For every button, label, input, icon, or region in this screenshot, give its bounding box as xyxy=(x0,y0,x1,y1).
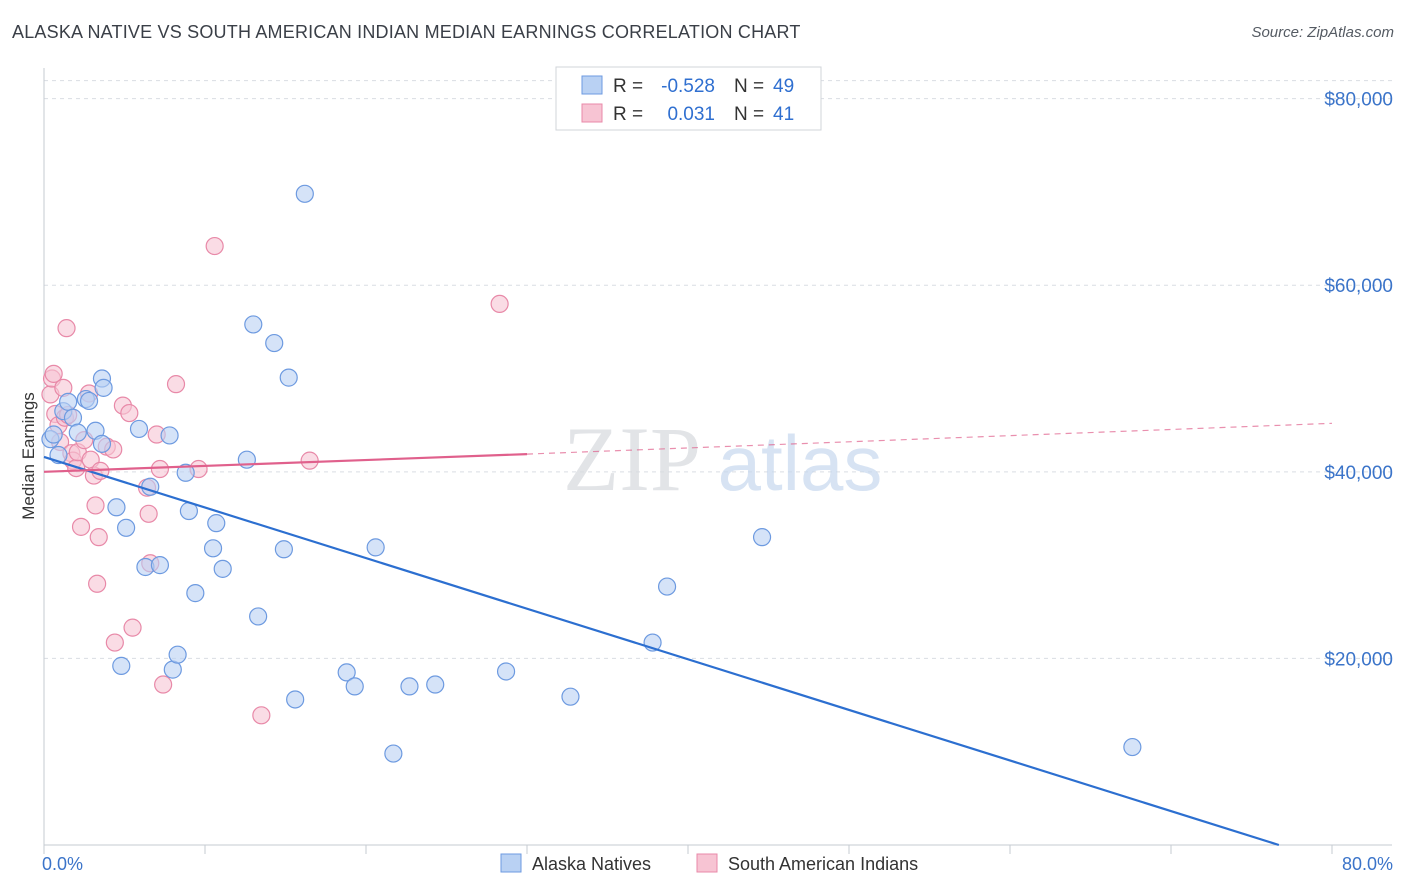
alaska-native-point-47 xyxy=(752,528,772,547)
south-american-indian-point-14 xyxy=(71,517,91,536)
series-alaska-natives-points xyxy=(41,184,1142,763)
alaska-native-point-6 xyxy=(68,423,87,442)
x-tick-label-max: 80.0% xyxy=(1342,854,1393,874)
south-american-indian-point-33 xyxy=(150,459,170,479)
series-south-american-indians-points xyxy=(41,236,509,725)
correlation-legend: R = -0.528 N = 49 R = 0.031 N = 41 xyxy=(555,66,822,131)
alaska-native-point-41 xyxy=(400,677,419,696)
alaska-native-point-37 xyxy=(337,663,356,682)
alaska-native-point-23 xyxy=(176,463,195,482)
alaska-native-point-42 xyxy=(426,675,445,694)
south-american-indian-point-19 xyxy=(86,496,105,515)
grid-lines xyxy=(44,80,1392,659)
alaska-native-point-12 xyxy=(94,378,113,397)
legend-r-label-1: R = xyxy=(613,76,643,97)
alaska-native-point-13 xyxy=(107,498,126,517)
legend-n-value-1: 49 xyxy=(773,76,794,97)
south-american-indians-trend-line xyxy=(43,453,528,473)
alaska-native-point-43 xyxy=(496,662,516,681)
legend-n-label-2: N = xyxy=(734,104,764,125)
axes xyxy=(43,68,1392,846)
series-legend-label-pink: South American Indians xyxy=(728,854,918,874)
alaska-native-point-28 xyxy=(213,559,232,578)
legend-r-value-1: -0.528 xyxy=(661,76,715,97)
alaska-native-point-40 xyxy=(384,744,403,763)
alaska-native-point-33 xyxy=(274,540,293,559)
south-american-indian-point-34 xyxy=(154,675,173,694)
south-american-indian-point-35 xyxy=(166,375,186,394)
legend-swatch-pink xyxy=(581,103,603,123)
alaska-native-point-15 xyxy=(117,518,136,537)
y-axis-title: Median Earnings xyxy=(19,392,38,520)
watermark-zip: ZIP xyxy=(563,408,701,510)
alaska-native-point-20 xyxy=(160,426,179,445)
south-american-indian-point-40 xyxy=(490,294,509,314)
south-american-indian-point-27 xyxy=(120,403,139,423)
alaska-native-point-14 xyxy=(112,656,131,675)
alaska-native-point-16 xyxy=(129,419,149,439)
alaska-native-point-34 xyxy=(279,368,298,387)
series-legend-swatch-blue xyxy=(500,853,522,873)
series-legend: Alaska Natives South American Indians xyxy=(500,853,918,874)
alaska-native-point-22 xyxy=(168,645,187,664)
watermark-atlas: atlas xyxy=(718,419,883,507)
x-tick-marks xyxy=(43,845,1333,854)
south-american-indian-point-2 xyxy=(44,364,63,383)
y-tick-label-80000: $80,000 xyxy=(1324,90,1393,111)
y-tick-label-60000: $60,000 xyxy=(1324,276,1393,297)
series-legend-swatch-pink xyxy=(696,853,718,873)
y-tick-labels: $20,000 $40,000 $60,000 $80,000 xyxy=(1324,90,1393,671)
trend-lines xyxy=(43,422,1333,847)
alaska-native-point-19 xyxy=(150,556,170,575)
legend-r-value-2: 0.031 xyxy=(667,104,715,125)
south-american-indian-point-37 xyxy=(205,236,224,256)
south-american-indian-point-30 xyxy=(139,504,158,523)
alaska-native-point-39 xyxy=(366,538,385,557)
south-american-indian-point-28 xyxy=(123,618,142,637)
alaska-native-point-1 xyxy=(44,425,63,444)
alaska-native-point-38 xyxy=(345,677,364,696)
alaska-native-point-44 xyxy=(561,687,580,706)
alaska-native-point-31 xyxy=(249,607,268,626)
series-legend-label-blue: Alaska Natives xyxy=(532,854,651,874)
alaska-native-point-48 xyxy=(1123,737,1142,757)
alaska-native-point-25 xyxy=(186,584,205,603)
y-tick-label-20000: $20,000 xyxy=(1324,649,1393,670)
south-american-indian-point-8 xyxy=(57,319,76,338)
chart-title: ALASKA NATIVE VS SOUTH AMERICAN INDIAN M… xyxy=(12,22,801,42)
legend-r-label-2: R = xyxy=(613,104,643,125)
y-tick-label-40000: $40,000 xyxy=(1324,463,1393,484)
alaska-native-point-35 xyxy=(286,690,305,709)
alaska-native-point-30 xyxy=(244,315,263,334)
south-american-indian-point-20 xyxy=(88,574,107,593)
alaska-native-point-36 xyxy=(295,184,314,203)
legend-n-value-2: 41 xyxy=(773,104,794,125)
legend-n-label-1: N = xyxy=(734,76,764,97)
watermark: ZIP atlas xyxy=(563,408,882,510)
legend-swatch-blue xyxy=(581,75,603,95)
south-american-indian-point-25 xyxy=(105,633,124,652)
alaska-native-point-32 xyxy=(265,333,284,353)
south-american-indians-trend-extension xyxy=(526,422,1333,455)
south-american-indian-point-21 xyxy=(89,528,108,547)
alaska-native-point-10 xyxy=(92,434,112,453)
south-american-indian-point-39 xyxy=(300,451,319,470)
alaska-native-point-26 xyxy=(203,539,223,558)
source-credit: Source: ZipAtlas.com xyxy=(1251,24,1394,41)
x-tick-label-min: 0.0% xyxy=(42,854,83,874)
alaska-native-point-4 xyxy=(59,392,78,411)
south-american-indian-point-38 xyxy=(252,706,271,725)
alaska-native-point-8 xyxy=(79,391,99,411)
alaska-native-point-27 xyxy=(207,514,226,533)
alaska-natives-trend-line xyxy=(43,455,1280,847)
alaska-native-point-46 xyxy=(657,577,677,596)
